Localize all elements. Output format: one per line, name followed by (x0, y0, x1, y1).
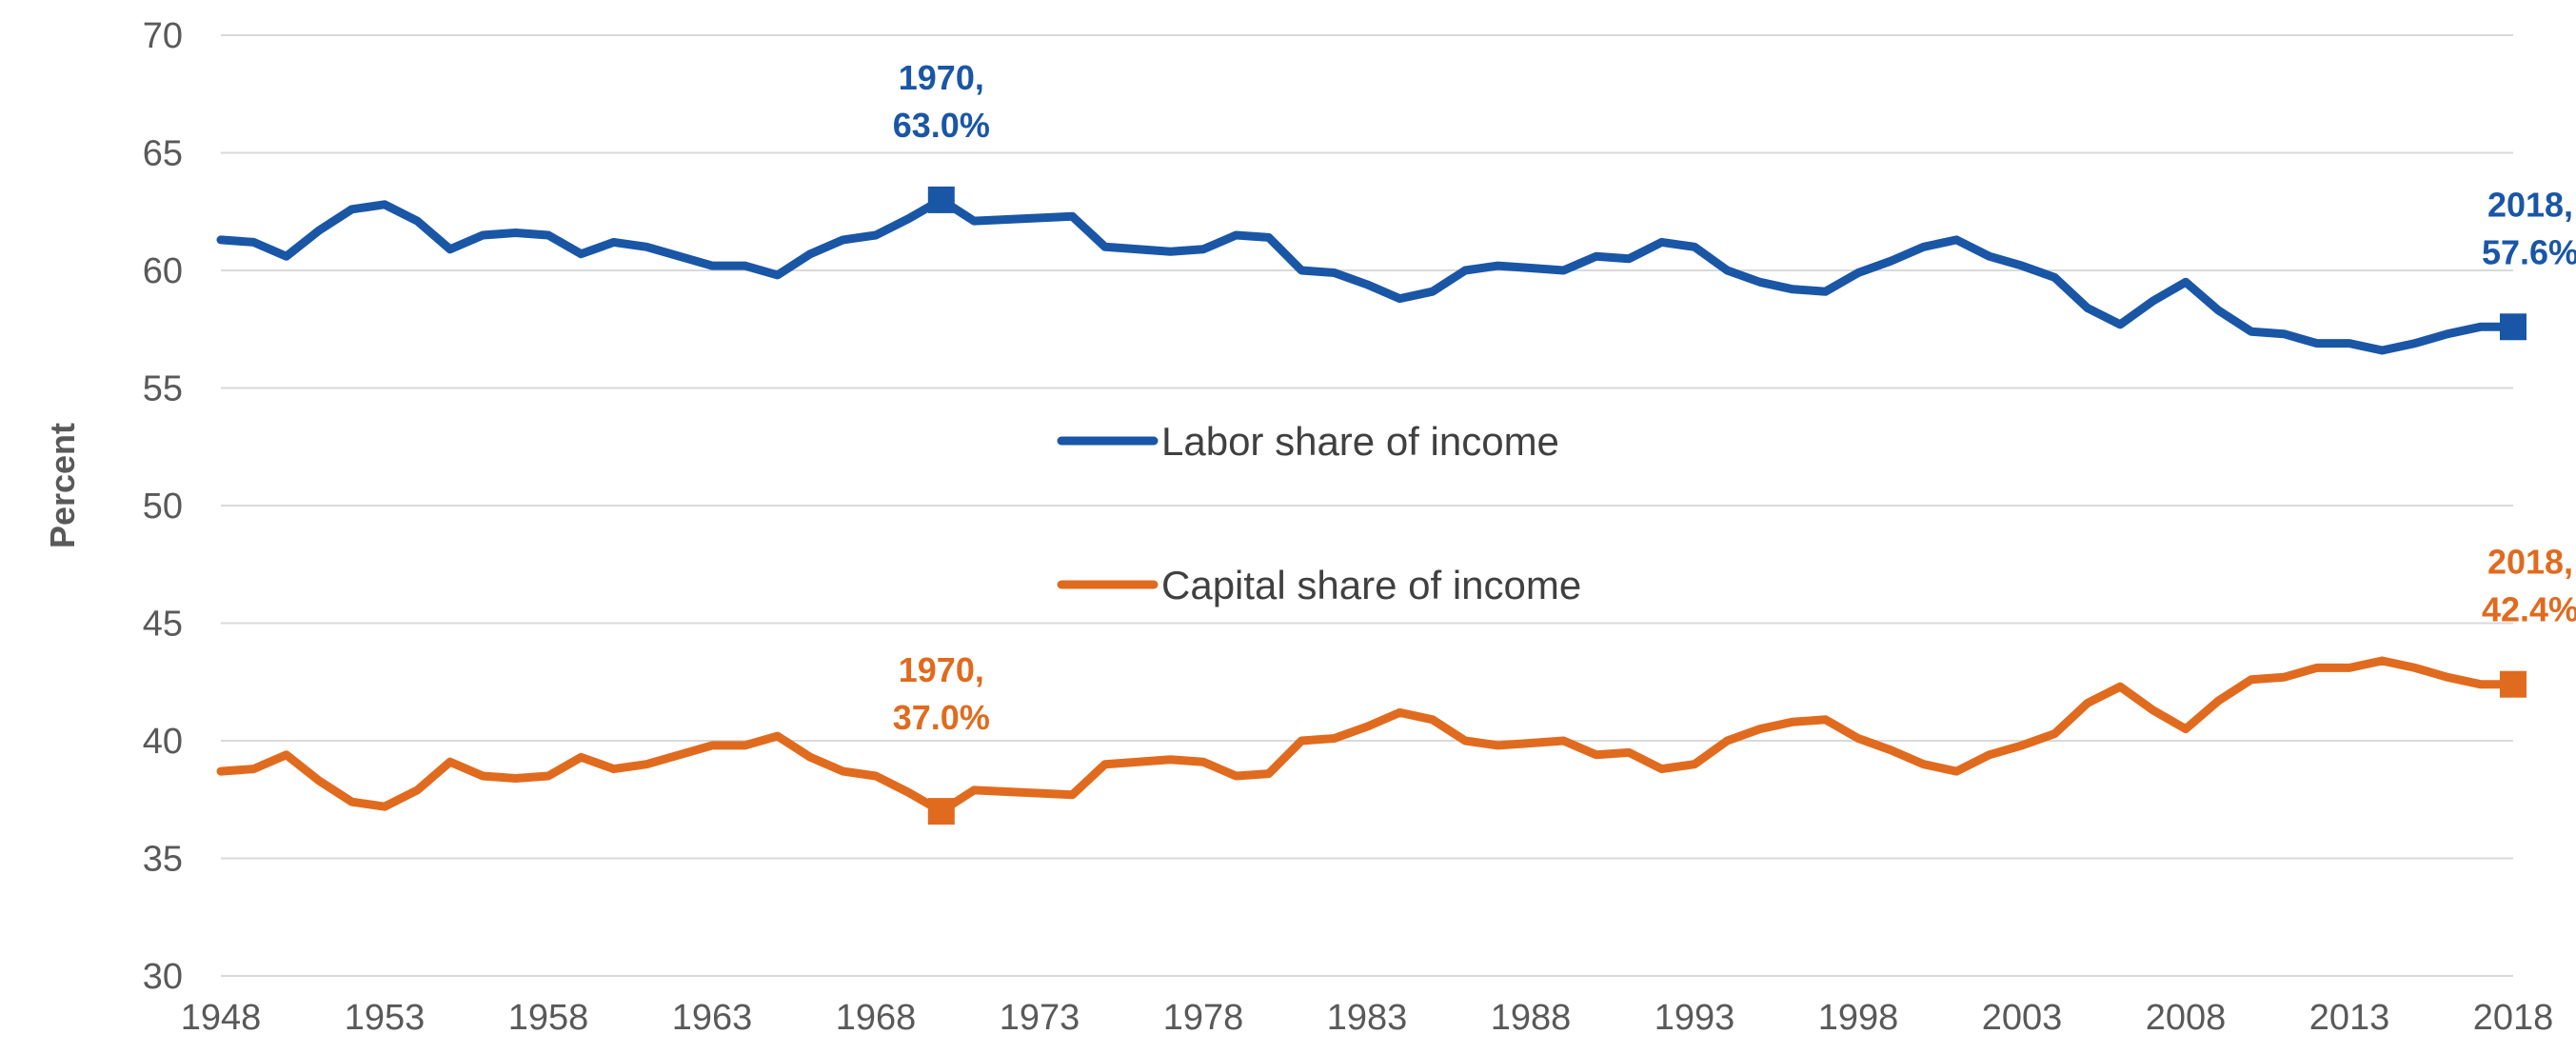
x-tick-label: 2003 (1982, 998, 2063, 1038)
callout-year: 2018, (2487, 543, 2573, 582)
callout-value: 63.0% (893, 106, 990, 145)
highlight-marker (927, 186, 955, 213)
x-tick-label: 1958 (508, 998, 589, 1038)
x-tick-label: 1993 (1655, 998, 1735, 1038)
x-tick-label: 1973 (1000, 998, 1080, 1038)
callout-value: 57.6% (2482, 232, 2576, 271)
callout-year: 2018, (2487, 185, 2573, 224)
callout-value: 37.0% (893, 698, 990, 737)
y-tick-label: 45 (143, 605, 183, 645)
callout-year: 1970, (899, 650, 984, 689)
y-tick-label: 65 (143, 134, 183, 174)
y-tick-label: 35 (143, 840, 183, 880)
series-lines (216, 195, 2518, 816)
labor-share-line (216, 195, 2518, 355)
callout-year: 1970, (899, 58, 984, 97)
highlight-marker (2500, 313, 2526, 341)
y-tick-label: 60 (143, 251, 183, 291)
legend: Labor share of income Capital share of i… (1057, 419, 1581, 607)
highlight-marker (927, 798, 955, 825)
x-tick-label: 1998 (1818, 998, 1899, 1038)
x-tick-label: 1978 (1163, 998, 1244, 1038)
y-tick-label: 70 (143, 16, 183, 56)
gridlines (221, 34, 2513, 977)
x-tick-label: 2018 (2473, 998, 2554, 1038)
y-tick-label: 30 (143, 957, 183, 997)
x-tick-label: 2013 (2309, 998, 2390, 1038)
legend-item-labor: Labor share of income (1057, 419, 1559, 464)
callout-value: 42.4% (2482, 590, 2576, 629)
y-tick-label: 40 (143, 722, 183, 762)
data-callouts: 1970, 63.0% 2018, 57.6% 1970, 37.0% 2018, 42.4% (893, 58, 2576, 737)
y-tick-label: 50 (143, 487, 183, 527)
y-tick-label: 55 (143, 369, 183, 409)
x-tick-label: 1983 (1327, 998, 1408, 1038)
x-axis-ticks: 1948 1953 1958 1963 1968 1973 1978 1983 1988 1993… (181, 998, 2554, 1038)
highlight-marker (2500, 670, 2526, 698)
legend-item-capital: Capital share of income (1057, 563, 1581, 607)
x-tick-label: 1963 (672, 998, 753, 1038)
x-tick-label: 2008 (2146, 998, 2227, 1038)
highlight-markers (927, 186, 2526, 825)
x-tick-label: 1968 (836, 998, 917, 1038)
x-tick-label: 1988 (1491, 998, 1572, 1038)
y-axis-title: Percent (43, 423, 82, 548)
y-axis-ticks: 30 35 40 45 50 55 60 65 70 (143, 16, 183, 997)
capital-share-line (216, 656, 2518, 816)
legend-label-labor: Labor share of income (1161, 419, 1559, 464)
legend-label-capital: Capital share of income (1161, 563, 1581, 607)
x-tick-label: 1953 (345, 998, 426, 1038)
x-tick-label: 1948 (181, 998, 262, 1038)
